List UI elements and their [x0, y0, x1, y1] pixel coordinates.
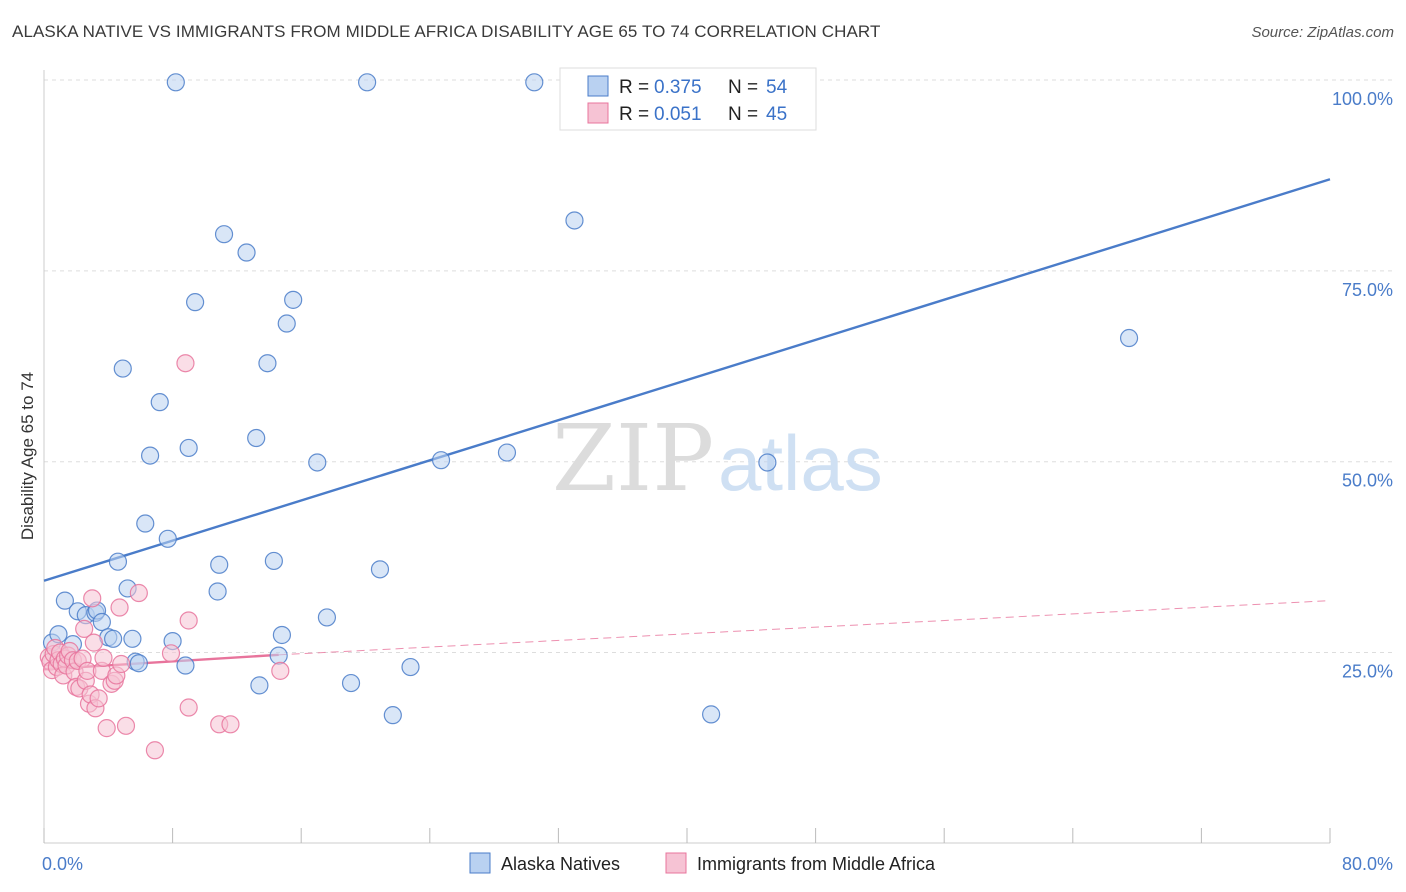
- stats-legend: R = 0.375 N = 54 R = 0.051 N = 45: [559, 67, 817, 131]
- legend-swatch-alaska-natives: [469, 852, 491, 874]
- data-point-alaska-natives: [702, 705, 721, 724]
- data-point-alaska-natives: [150, 393, 169, 412]
- data-point-middle-africa: [116, 716, 136, 735]
- trend-line-middle-africa-extension: [278, 600, 1331, 656]
- y-tick-label: 100.0%: [1332, 89, 1393, 109]
- data-point-alaska-natives: [210, 555, 229, 574]
- data-point-alaska-natives: [258, 354, 277, 373]
- watermark: ZIP atlas: [552, 405, 883, 512]
- data-point-alaska-natives: [123, 629, 142, 648]
- data-point-alaska-natives: [383, 706, 402, 725]
- data-point-middle-africa: [83, 589, 102, 608]
- data-point-middle-africa: [97, 719, 116, 738]
- legend-swatch-middle-africa: [665, 852, 687, 874]
- stats-r-value: 0.051: [654, 104, 702, 125]
- data-point-middle-africa: [84, 633, 103, 652]
- data-point-middle-africa: [145, 741, 165, 760]
- data-point-middle-africa: [129, 583, 148, 603]
- data-point-middle-africa: [75, 619, 94, 638]
- data-point-alaska-natives: [525, 73, 544, 92]
- x-tick-label: 0.0%: [42, 854, 83, 874]
- chart-title: ALASKA NATIVE VS IMMIGRANTS FROM MIDDLE …: [12, 22, 881, 41]
- data-point-alaska-natives: [247, 428, 266, 448]
- grid-lines: [44, 79, 1392, 654]
- stats-r-value: 0.375: [654, 77, 702, 98]
- data-point-alaska-natives: [272, 625, 292, 645]
- data-point-alaska-natives: [104, 629, 123, 648]
- stats-r-label: R =: [619, 77, 649, 98]
- data-point-middle-africa: [94, 648, 113, 667]
- data-point-middle-africa: [179, 698, 198, 717]
- data-point-alaska-natives: [284, 290, 303, 309]
- data-point-alaska-natives: [431, 451, 451, 470]
- data-point-alaska-natives: [1119, 328, 1139, 348]
- data-point-alaska-natives: [186, 293, 205, 312]
- stats-n-value: 45: [766, 104, 787, 125]
- data-point-alaska-natives: [358, 73, 377, 92]
- data-point-alaska-natives: [179, 438, 198, 458]
- data-point-middle-africa: [179, 611, 198, 630]
- data-point-alaska-natives: [113, 359, 132, 378]
- data-point-alaska-natives: [176, 656, 195, 675]
- data-point-alaska-natives: [250, 676, 269, 695]
- watermark-atlas: atlas: [718, 419, 883, 507]
- stats-r-label: R =: [619, 104, 649, 125]
- data-point-alaska-natives: [341, 673, 361, 693]
- y-tick-label: 50.0%: [1342, 471, 1393, 491]
- data-point-alaska-natives: [758, 453, 777, 472]
- trend-line-alaska-natives: [43, 178, 1331, 582]
- data-point-alaska-natives: [92, 612, 111, 632]
- data-point-alaska-natives: [158, 529, 177, 548]
- data-point-alaska-natives: [317, 608, 337, 627]
- data-point-middle-africa: [161, 644, 181, 663]
- data-point-middle-africa: [112, 654, 131, 674]
- data-point-alaska-natives: [308, 453, 327, 472]
- legend-label-middle-africa: Immigrants from Middle Africa: [697, 854, 936, 874]
- y-tick-label: 25.0%: [1342, 662, 1393, 682]
- stats-legend-swatch-blue: [587, 75, 609, 97]
- data-point-middle-africa: [176, 354, 195, 373]
- stats-n-label: N =: [728, 77, 758, 98]
- data-point-alaska-natives: [108, 552, 128, 571]
- legend-label-alaska-natives: Alaska Natives: [501, 854, 620, 874]
- data-point-alaska-natives: [208, 582, 227, 601]
- data-point-alaska-natives: [166, 73, 185, 92]
- y-tick-label: 75.0%: [1342, 280, 1393, 300]
- data-points: [39, 73, 1139, 760]
- data-point-alaska-natives: [565, 211, 584, 230]
- data-point-alaska-natives: [277, 314, 296, 333]
- source-credit: Source: ZipAtlas.com: [1251, 24, 1394, 41]
- data-point-alaska-natives: [401, 657, 420, 677]
- data-point-alaska-natives: [497, 443, 517, 462]
- data-point-alaska-natives: [140, 446, 160, 465]
- data-point-alaska-natives: [370, 560, 390, 579]
- data-point-middle-africa: [271, 661, 290, 680]
- y-axis-label: Disability Age 65 to 74: [18, 372, 37, 540]
- stats-n-label: N =: [728, 104, 758, 125]
- tick-labels: 25.0% 50.0% 75.0% 100.0% 0.0% 80.0%: [42, 89, 1393, 874]
- watermark-zip: ZIP: [552, 405, 714, 512]
- data-point-alaska-natives: [214, 225, 234, 244]
- stats-n-value: 54: [766, 77, 788, 98]
- data-point-alaska-natives: [237, 243, 256, 262]
- data-point-middle-africa: [221, 715, 240, 734]
- data-point-alaska-natives: [269, 646, 288, 665]
- data-point-alaska-natives: [264, 551, 283, 571]
- data-point-middle-africa: [89, 689, 108, 708]
- data-point-alaska-natives: [55, 591, 74, 610]
- stats-legend-swatch-pink: [587, 102, 609, 124]
- data-point-middle-africa: [110, 598, 129, 617]
- data-point-alaska-natives: [136, 514, 155, 533]
- x-tick-label: 80.0%: [1342, 854, 1393, 874]
- bottom-legend: Alaska Natives Immigrants from Middle Af…: [469, 852, 936, 874]
- data-point-alaska-natives: [129, 654, 148, 673]
